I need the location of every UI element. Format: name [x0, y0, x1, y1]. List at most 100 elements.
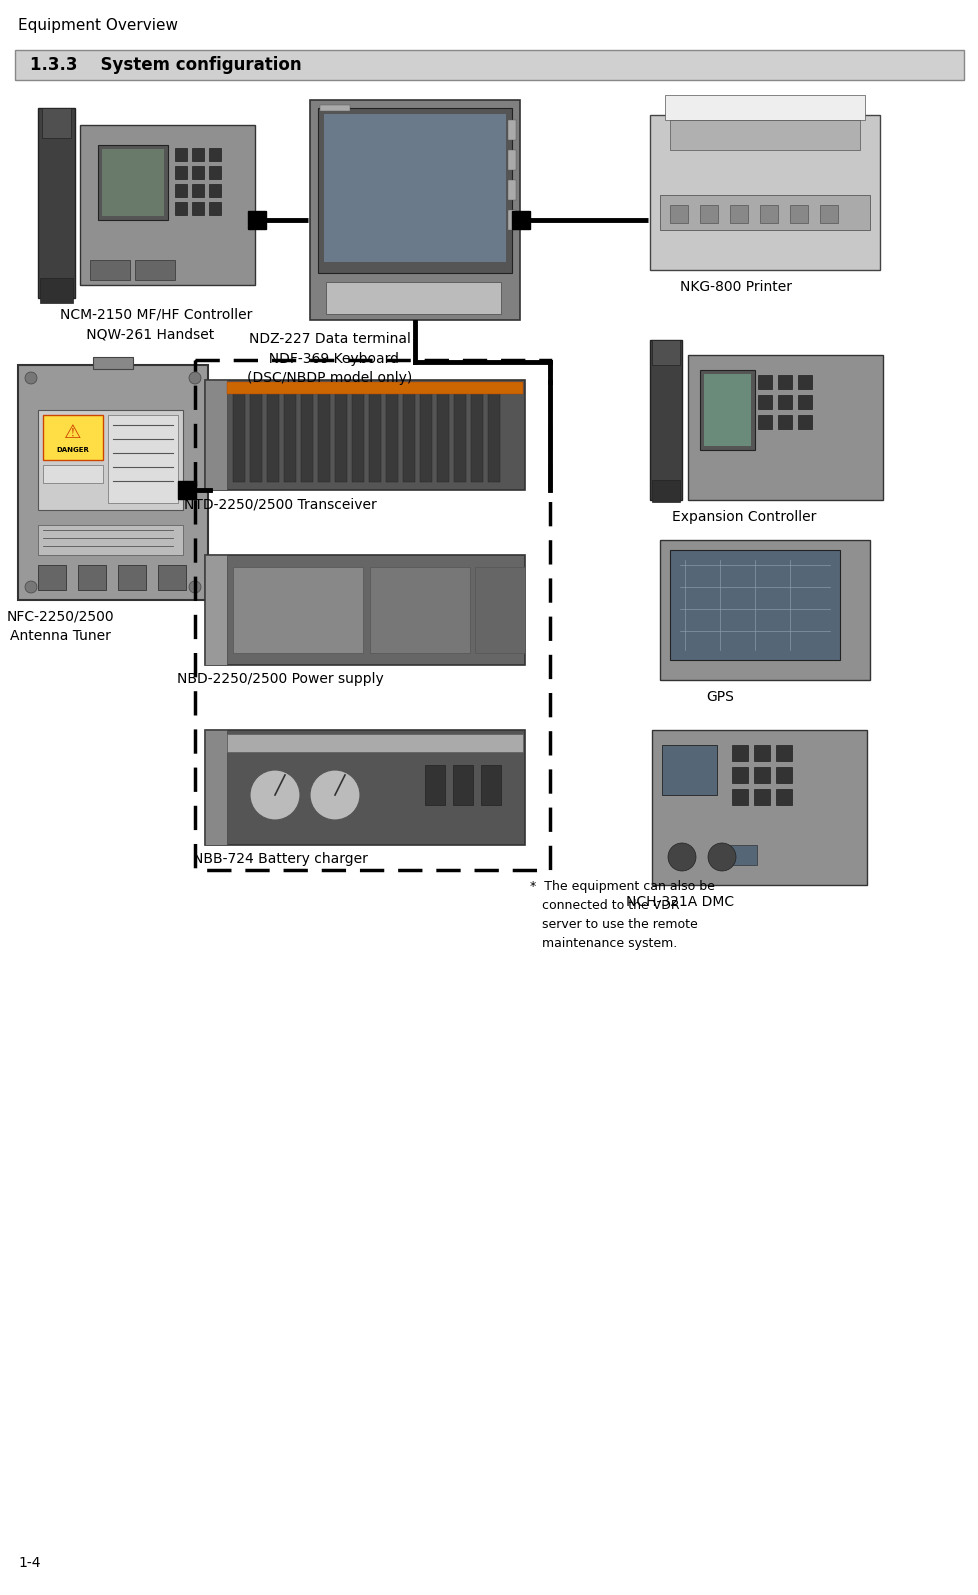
- Text: NFC-2250/2500
Antenna Tuner: NFC-2250/2500 Antenna Tuner: [6, 609, 113, 643]
- Bar: [797, 415, 811, 429]
- Bar: [38, 410, 183, 510]
- Bar: [192, 183, 203, 198]
- Bar: [661, 745, 716, 794]
- Bar: [480, 766, 501, 805]
- Bar: [98, 145, 168, 220]
- Circle shape: [25, 372, 37, 384]
- Bar: [118, 565, 146, 590]
- Text: 1.3.3    System configuration: 1.3.3 System configuration: [30, 56, 301, 73]
- Bar: [208, 183, 221, 198]
- Bar: [192, 148, 203, 161]
- Text: NTD-2250/2500 Transceiver: NTD-2250/2500 Transceiver: [184, 498, 376, 512]
- Bar: [227, 734, 522, 751]
- Bar: [732, 790, 747, 805]
- Text: NBD-2250/2500 Power supply: NBD-2250/2500 Power supply: [176, 671, 383, 686]
- Bar: [43, 415, 103, 459]
- Bar: [669, 120, 859, 150]
- Bar: [102, 148, 164, 215]
- Circle shape: [667, 844, 695, 871]
- Text: 1-4: 1-4: [18, 1557, 40, 1569]
- Bar: [664, 96, 865, 120]
- Bar: [192, 203, 203, 215]
- Bar: [487, 388, 500, 482]
- Bar: [369, 388, 380, 482]
- Bar: [649, 115, 879, 270]
- Bar: [204, 555, 524, 665]
- Bar: [204, 731, 524, 845]
- Bar: [249, 388, 262, 482]
- Bar: [778, 396, 791, 408]
- Bar: [651, 480, 680, 502]
- Bar: [175, 183, 187, 198]
- Bar: [15, 49, 963, 80]
- Bar: [753, 767, 770, 783]
- Text: NCH-321A DMC: NCH-321A DMC: [625, 895, 734, 909]
- Circle shape: [310, 770, 360, 820]
- Bar: [43, 466, 103, 483]
- Bar: [508, 150, 515, 171]
- Bar: [789, 206, 807, 223]
- Bar: [651, 340, 680, 365]
- Text: DANGER: DANGER: [57, 447, 89, 453]
- Bar: [192, 166, 203, 179]
- Bar: [730, 206, 747, 223]
- Bar: [175, 203, 187, 215]
- Circle shape: [189, 372, 200, 384]
- Bar: [508, 211, 515, 230]
- Bar: [474, 566, 524, 652]
- Bar: [703, 373, 750, 447]
- Text: ⚠: ⚠: [65, 423, 82, 442]
- Bar: [78, 565, 106, 590]
- Bar: [424, 766, 445, 805]
- Bar: [40, 278, 73, 303]
- Bar: [334, 388, 346, 482]
- Circle shape: [707, 844, 735, 871]
- Text: Equipment Overview: Equipment Overview: [18, 18, 178, 33]
- Bar: [669, 206, 688, 223]
- Circle shape: [25, 581, 37, 593]
- Bar: [233, 566, 363, 652]
- Bar: [757, 396, 772, 408]
- Bar: [753, 745, 770, 761]
- Bar: [688, 356, 882, 499]
- Bar: [233, 388, 244, 482]
- Bar: [651, 731, 867, 885]
- Bar: [247, 211, 266, 230]
- Bar: [38, 565, 66, 590]
- Text: GPS: GPS: [705, 691, 734, 703]
- Bar: [178, 482, 196, 499]
- Bar: [204, 555, 227, 665]
- Bar: [669, 550, 839, 660]
- Bar: [208, 203, 221, 215]
- Bar: [420, 388, 431, 482]
- Bar: [135, 260, 175, 281]
- Bar: [267, 388, 279, 482]
- Bar: [227, 381, 522, 394]
- Bar: [727, 845, 756, 864]
- Circle shape: [249, 770, 299, 820]
- Bar: [108, 415, 178, 502]
- Bar: [175, 166, 187, 179]
- Bar: [776, 745, 791, 761]
- Bar: [80, 124, 254, 286]
- Bar: [326, 282, 501, 314]
- Bar: [195, 360, 550, 869]
- Bar: [797, 375, 811, 389]
- Text: NKG-800 Printer: NKG-800 Printer: [680, 281, 791, 293]
- Bar: [300, 388, 313, 482]
- Bar: [508, 180, 515, 199]
- Bar: [470, 388, 482, 482]
- Bar: [778, 375, 791, 389]
- Bar: [699, 206, 717, 223]
- Bar: [454, 388, 466, 482]
- Bar: [759, 206, 778, 223]
- Bar: [157, 565, 186, 590]
- Bar: [352, 388, 364, 482]
- Text: *  The equipment can also be
   connected to the VDR
   server to use the remote: * The equipment can also be connected to…: [529, 880, 714, 951]
- Bar: [318, 388, 330, 482]
- Bar: [776, 790, 791, 805]
- Bar: [820, 206, 837, 223]
- Bar: [204, 380, 524, 490]
- Bar: [208, 166, 221, 179]
- Bar: [204, 380, 227, 490]
